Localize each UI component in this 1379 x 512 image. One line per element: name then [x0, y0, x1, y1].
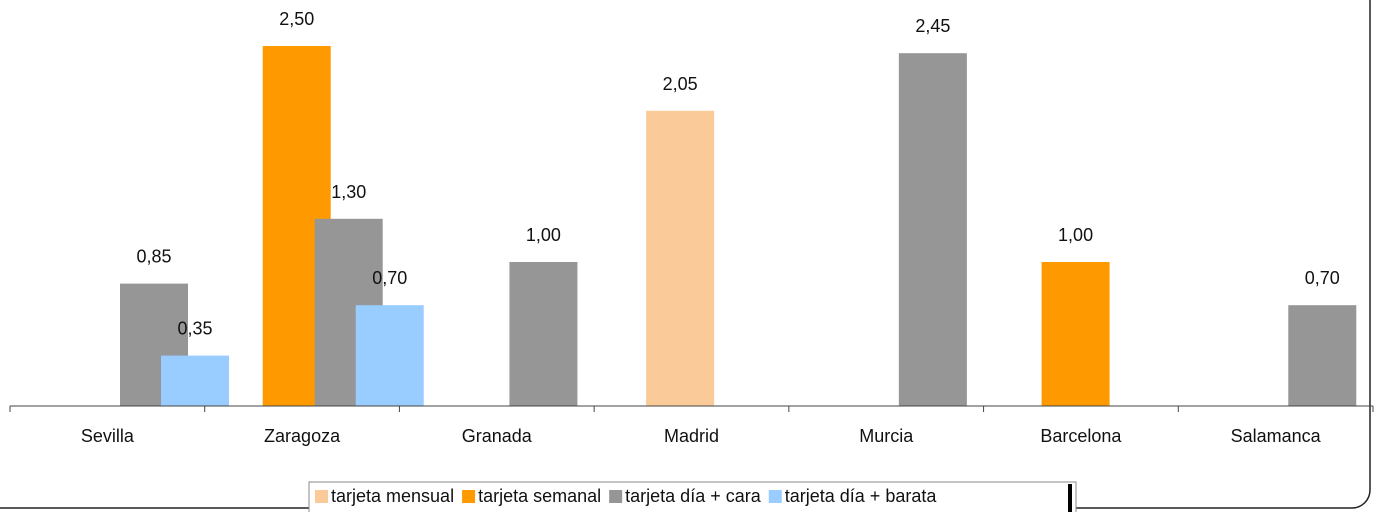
legend-edge-mark: [1068, 484, 1072, 512]
x-tick-label-barcelona: Barcelona: [1040, 426, 1122, 446]
bar-tarjeta-dia-cara-salamanca: [1288, 305, 1357, 406]
bar-tarjeta-dia-cara-murcia: [898, 53, 967, 406]
bar-tarjeta-semanal-barcelona: [1041, 262, 1110, 406]
x-tick-label-salamanca: Salamanca: [1231, 426, 1322, 446]
x-axis: Sevilla Zaragoza Granada Madrid Murcia Barcel…: [9, 405, 1374, 446]
x-tick-label-sevilla: Sevilla: [81, 426, 135, 446]
bar-tarjeta-dia-barata-zaragoza: [355, 305, 424, 406]
data-label-tarjeta-dia-cara-murcia: 2,45: [915, 16, 950, 36]
legend-label-tarjeta-dia-cara: tarjeta día + cara: [625, 486, 762, 506]
data-label-tarjeta-dia-barata-sevilla: 0,35: [177, 319, 212, 339]
data-label-tarjeta-dia-cara-zaragoza: 1,30: [331, 182, 366, 202]
data-label-tarjeta-dia-barata-zaragoza: 0,70: [372, 268, 407, 288]
data-label-tarjeta-semanal-zaragoza: 2,50: [279, 9, 314, 29]
legend-swatch-tarjeta-mensual: [315, 490, 328, 503]
legend-label-tarjeta-semanal: tarjeta semanal: [478, 486, 601, 506]
data-label-tarjeta-mensual-madrid: 2,05: [663, 74, 698, 94]
x-tick-label-granada: Granada: [462, 426, 533, 446]
legend-label-tarjeta-mensual: tarjeta mensual: [331, 486, 454, 506]
bars-layer: [120, 46, 1357, 407]
data-label-tarjeta-dia-cara-salamanca: 0,70: [1305, 268, 1340, 288]
bar-tarjeta-dia-cara-granada: [509, 262, 578, 406]
bar-tarjeta-mensual-madrid: [646, 110, 715, 407]
data-label-tarjeta-dia-cara-granada: 1,00: [526, 225, 561, 245]
bar-tarjeta-dia-barata-sevilla: [161, 355, 229, 406]
data-label-tarjeta-dia-cara-sevilla: 0,85: [136, 247, 171, 267]
legend-label-tarjeta-dia-barata: tarjeta día + barata: [785, 486, 938, 506]
legend-swatch-tarjeta-dia-barata: [768, 490, 782, 503]
x-tick-label-zaragoza: Zaragoza: [264, 426, 341, 446]
legend-swatch-tarjeta-dia-cara: [609, 490, 623, 503]
data-labels-layer: 0,85 0,35 2,50 1,30 0,70 1,00 2,05 2,45 1,00 0,70: [136, 9, 1339, 339]
x-tick-label-madrid: Madrid: [664, 426, 719, 446]
data-label-tarjeta-semanal-barcelona: 1,00: [1058, 225, 1093, 245]
x-tick-label-murcia: Murcia: [859, 426, 914, 446]
legend: tarjeta mensual tarjeta semanal tarjeta dí…: [308, 481, 1077, 512]
legend-swatch-tarjeta-semanal: [462, 490, 476, 503]
legend-box: [308, 481, 1077, 512]
